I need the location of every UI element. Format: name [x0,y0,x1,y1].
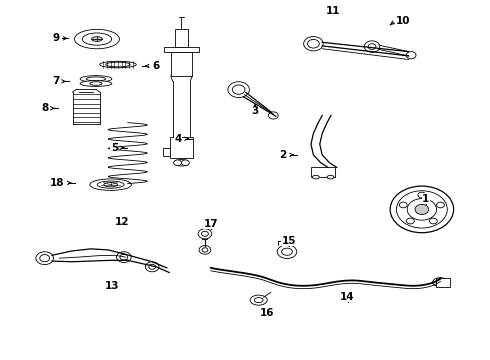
Ellipse shape [80,81,112,86]
Circle shape [36,252,53,265]
Circle shape [406,51,416,59]
Circle shape [390,186,454,233]
Text: 1: 1 [422,194,429,204]
Text: 5: 5 [111,143,118,153]
Ellipse shape [282,248,293,255]
Ellipse shape [99,61,136,68]
Circle shape [202,248,208,252]
Text: 9: 9 [52,33,59,43]
Bar [163,148,170,156]
Text: 2: 2 [279,150,287,160]
Text: 6: 6 [152,61,159,71]
Circle shape [228,82,249,98]
Circle shape [120,254,128,260]
Bar [171,51,192,76]
Ellipse shape [104,183,118,187]
Ellipse shape [97,181,124,188]
Text: 10: 10 [395,16,410,26]
Circle shape [396,191,447,228]
Ellipse shape [174,159,189,166]
Text: 13: 13 [105,281,120,291]
Ellipse shape [254,298,263,303]
Bar [170,137,193,158]
Text: 15: 15 [282,236,296,246]
Ellipse shape [92,37,102,41]
Text: 4: 4 [174,134,181,144]
Ellipse shape [327,175,334,179]
Circle shape [407,199,437,220]
Circle shape [198,229,212,239]
Ellipse shape [86,77,106,81]
Circle shape [199,246,211,254]
Circle shape [399,202,407,208]
Ellipse shape [277,245,297,258]
Bar [164,47,198,51]
Bar [311,167,335,177]
Ellipse shape [106,62,130,67]
Text: 11: 11 [326,6,340,16]
Circle shape [415,204,429,215]
Bar [436,278,450,287]
Circle shape [418,192,426,198]
Text: 7: 7 [52,76,59,86]
Circle shape [40,255,49,262]
Ellipse shape [313,175,319,179]
Circle shape [173,160,181,166]
Text: 3: 3 [251,106,258,116]
Circle shape [269,112,278,119]
Ellipse shape [436,280,445,285]
Circle shape [407,218,415,224]
Circle shape [146,262,159,272]
Text: 17: 17 [203,219,218,229]
Text: 12: 12 [115,217,129,227]
Ellipse shape [90,179,131,190]
Circle shape [429,218,437,224]
Circle shape [308,40,319,48]
Circle shape [117,252,131,262]
Ellipse shape [80,76,112,82]
Text: 18: 18 [49,178,64,188]
Ellipse shape [74,30,120,49]
Ellipse shape [433,278,448,287]
Ellipse shape [250,295,267,305]
Circle shape [437,202,444,208]
Text: 14: 14 [340,292,355,302]
Circle shape [232,85,245,94]
Circle shape [368,44,376,49]
Text: 8: 8 [41,103,49,113]
Circle shape [181,160,189,166]
Ellipse shape [90,82,102,85]
Circle shape [304,37,323,51]
Circle shape [149,264,156,269]
Bar [175,30,188,47]
Circle shape [201,231,208,236]
Ellipse shape [82,33,112,45]
Circle shape [364,41,380,52]
Text: 16: 16 [260,308,274,318]
